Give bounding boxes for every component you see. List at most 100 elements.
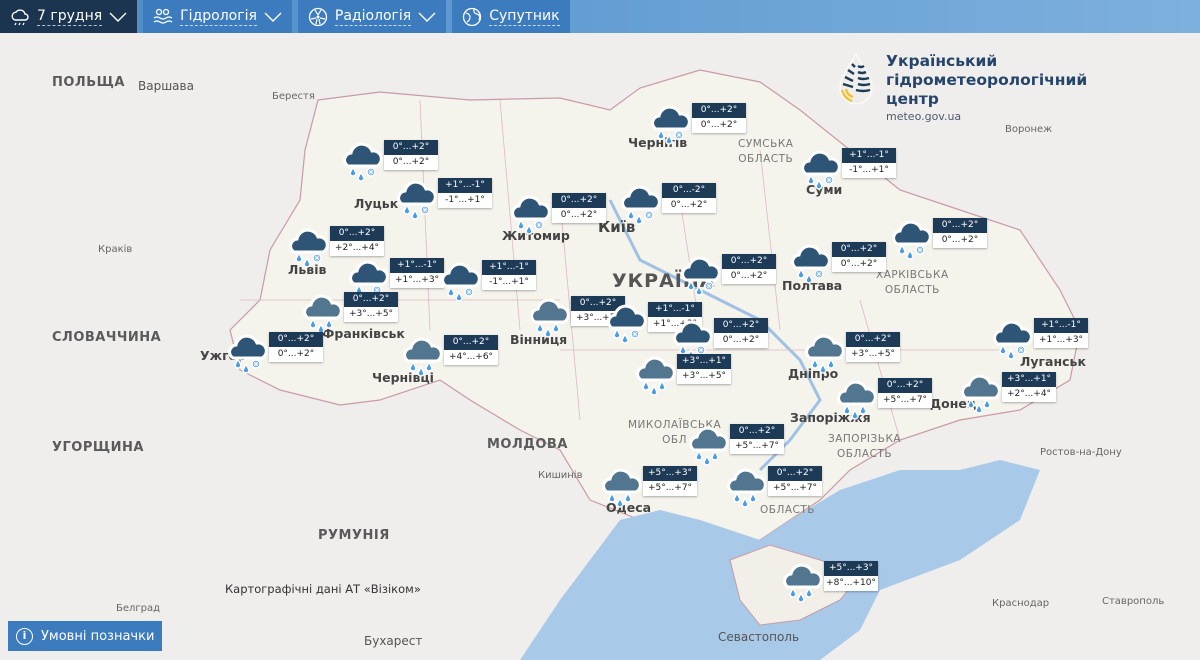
label-krasnodar: Краснодар	[992, 598, 1050, 609]
tab-radiology-label: Радіологія	[334, 7, 412, 26]
temperature-box: 0°...+2° +5°...+7°	[730, 424, 784, 454]
label-stavropol: Ставрополь	[1102, 596, 1165, 607]
temperature-box: +5°...+3° +5°...+7°	[643, 466, 697, 496]
label-poltava: Полтава	[782, 278, 843, 293]
temperature-box: 0°...+2° +2°...+4°	[330, 226, 384, 256]
top-toolbar: 7 грудня Гідрологія Радіологія Супутник	[0, 0, 1200, 33]
temperature-box: 0°...+2° 0°...+2°	[692, 103, 746, 133]
label-romania: РУМУНІЯ	[318, 528, 390, 543]
river-dnipro	[608, 199, 822, 472]
day-temperature: 0°...+2°	[269, 347, 323, 362]
tab-satellite-label: Супутник	[489, 7, 560, 26]
label-brest: Берестя	[272, 91, 315, 102]
night-temperature: 0°...+2°	[730, 424, 784, 439]
day-temperature: +1°...+3°	[390, 273, 444, 288]
day-temperature: -1°...+1°	[842, 163, 896, 178]
day-temperature: 0°...+2°	[384, 155, 438, 170]
night-temperature: 0°...-2°	[662, 183, 716, 198]
ugmc-drop-logo-icon	[839, 52, 873, 105]
tab-radiology[interactable]: Радіологія	[297, 0, 447, 33]
logo-line1: Український	[886, 52, 998, 70]
tab-date-label: 7 грудня	[37, 7, 103, 26]
label-kyiv: Київ	[598, 218, 636, 236]
label-voronezh: Воронеж	[1005, 124, 1053, 135]
legend-button[interactable]: i Умовні позначки	[8, 621, 163, 651]
night-temperature: +1°...-1°	[390, 258, 444, 273]
night-temperature: +5°...+3°	[824, 561, 878, 576]
radiation-icon	[308, 7, 328, 26]
label-warsaw: Варшава	[138, 79, 194, 93]
temperature-box: 0°...+2° 0°...+2°	[384, 140, 438, 170]
logo-url: meteo.gov.ua	[886, 110, 962, 123]
day-temperature: -1°...+1°	[438, 193, 492, 208]
label-rostov: Ростов-на-Дону	[1040, 447, 1122, 458]
label-zhytomyr: Житомир	[502, 228, 570, 243]
night-temperature: 0°...+2°	[832, 242, 886, 257]
night-temperature: 0°...+2°	[722, 254, 776, 269]
night-temperature: 0°...+2°	[878, 378, 932, 393]
tab-date[interactable]: 7 грудня	[0, 0, 138, 33]
night-temperature: 0°...+2°	[714, 318, 768, 333]
temperature-box: 0°...-2° 0°...+2°	[662, 183, 716, 213]
temperature-box: +1°...-1° -1°...+1°	[842, 148, 896, 178]
temperature-box: 0°...+2° 0°...+2°	[933, 218, 987, 248]
label-kharkiv-region: ХАРКІВСЬКА ОБЛАСТЬ	[876, 269, 949, 296]
tab-hydrology-label: Гідрологія	[180, 7, 257, 26]
day-temperature: +8°...+10°	[824, 576, 878, 591]
label-mykolaiv-region: МИКОЛАЇВСЬКА ОБЛ	[628, 419, 722, 446]
day-temperature: +4°...+6°	[444, 350, 498, 365]
night-temperature: 0°...+2°	[571, 296, 625, 311]
label-moldova: МОЛДОВА	[487, 437, 568, 452]
temperature-box: 0°...+2° 0°...+2°	[714, 318, 768, 348]
temperature-box: 0°...+2° +4°...+6°	[444, 335, 498, 365]
label-luhansk: Луганськ	[1020, 354, 1086, 369]
tab-hydrology[interactable]: Гідрологія	[143, 0, 292, 33]
night-temperature: +1°...-1°	[482, 260, 536, 275]
label-krakow: Краків	[98, 244, 133, 255]
label-slovakia: СЛОВАЧЧИНА	[52, 330, 162, 345]
weather-cloud-icon	[11, 8, 29, 25]
label-lviv: Львів	[288, 262, 327, 277]
label-poland: ПОЛЬЩА	[52, 75, 125, 90]
globe-icon	[463, 7, 482, 26]
day-temperature: 0°...+2°	[722, 269, 776, 284]
temperature-box: 0°...+2° +5°...+7°	[878, 378, 932, 408]
day-temperature: 0°...+2°	[714, 333, 768, 348]
temperature-box: +1°...-1° +1°...+3°	[1034, 318, 1088, 348]
day-temperature: 0°...+2°	[662, 198, 716, 213]
temperature-box: +1°...-1° -1°...+1°	[482, 260, 536, 290]
day-temperature: +3°...+5°	[344, 307, 398, 322]
label-ivano-frankivsk: Франківськ	[322, 326, 405, 341]
ugmc-logo[interactable]: Український гідрометеорологічний центр m…	[836, 52, 1087, 123]
label-kishinev: Кишинів	[538, 470, 583, 481]
label-vinnytsia: Вінниця	[510, 332, 568, 347]
label-belgrade: Белград	[116, 603, 161, 614]
day-temperature: 0°...+2°	[832, 257, 886, 272]
day-temperature: +5°...+7°	[878, 393, 932, 408]
night-temperature: +5°...+3°	[643, 466, 697, 481]
label-zaporizhzhia-region: ЗАПОРІЗЬКА ОБЛАСТЬ	[828, 433, 902, 460]
temperature-box: +1°...-1° +1°...+3°	[390, 258, 444, 288]
day-temperature: +3°...+5°	[677, 369, 731, 384]
night-temperature: +1°...-1°	[648, 302, 702, 317]
tab-satellite[interactable]: Супутник	[452, 0, 570, 33]
label-chernihiv: Чернігів	[628, 135, 688, 150]
night-temperature: 0°...+2°	[692, 103, 746, 118]
temperature-box: 0°...+2° +5°...+7°	[768, 466, 822, 496]
label-sumy-region: СУМСЬКА ОБЛАСТЬ	[738, 138, 794, 165]
temperature-box: +1°...-1° +1°...+3°	[648, 302, 702, 332]
legend-button-label: Умовні позначки	[41, 628, 155, 644]
day-temperature: 0°...+2°	[552, 208, 606, 223]
day-temperature: +2°...+4°	[330, 241, 384, 256]
temperature-box: 0°...+2° 0°...+2°	[832, 242, 886, 272]
night-temperature: 0°...+2°	[846, 332, 900, 347]
label-sevastopol: Севастополь	[718, 630, 800, 644]
night-temperature: +3°...+1°	[1002, 372, 1056, 387]
day-temperature: +2°...+4°	[1002, 387, 1056, 402]
night-temperature: 0°...+2°	[384, 140, 438, 155]
label-zaporizhzhia: Запоріжжя	[790, 410, 871, 425]
temperature-box: 0°...+2° 0°...+2°	[269, 332, 323, 362]
night-temperature: 0°...+2°	[552, 193, 606, 208]
night-temperature: 0°...+2°	[344, 292, 398, 307]
night-temperature: 0°...+2°	[444, 335, 498, 350]
